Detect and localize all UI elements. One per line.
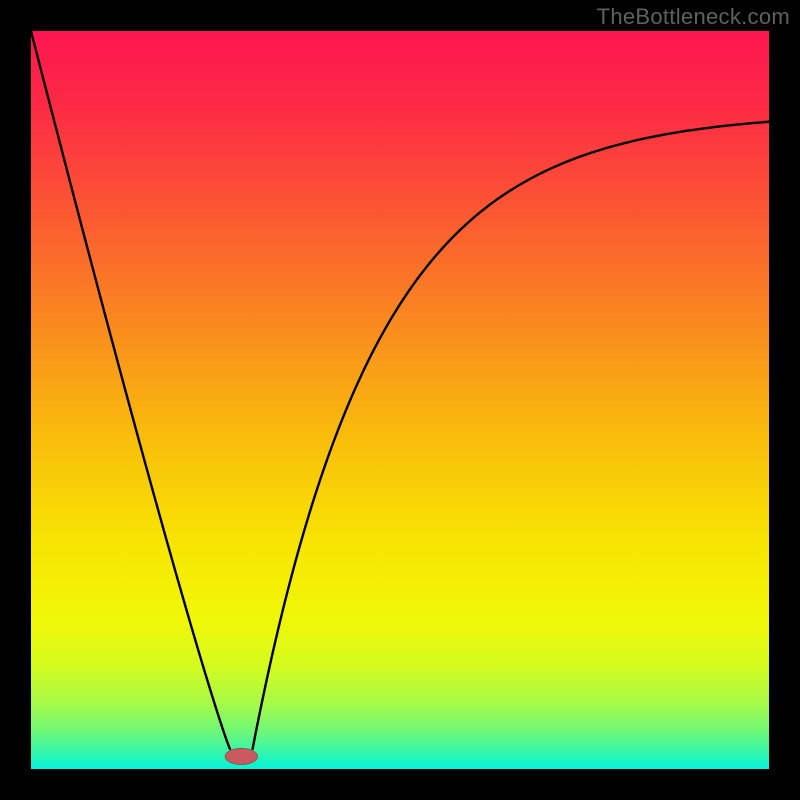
bottleneck-chart: [0, 0, 800, 800]
attribution-text: TheBottleneck.com: [597, 4, 790, 30]
plot-background: [31, 31, 769, 769]
valley-marker: [225, 748, 257, 764]
chart-container: TheBottleneck.com: [0, 0, 800, 800]
